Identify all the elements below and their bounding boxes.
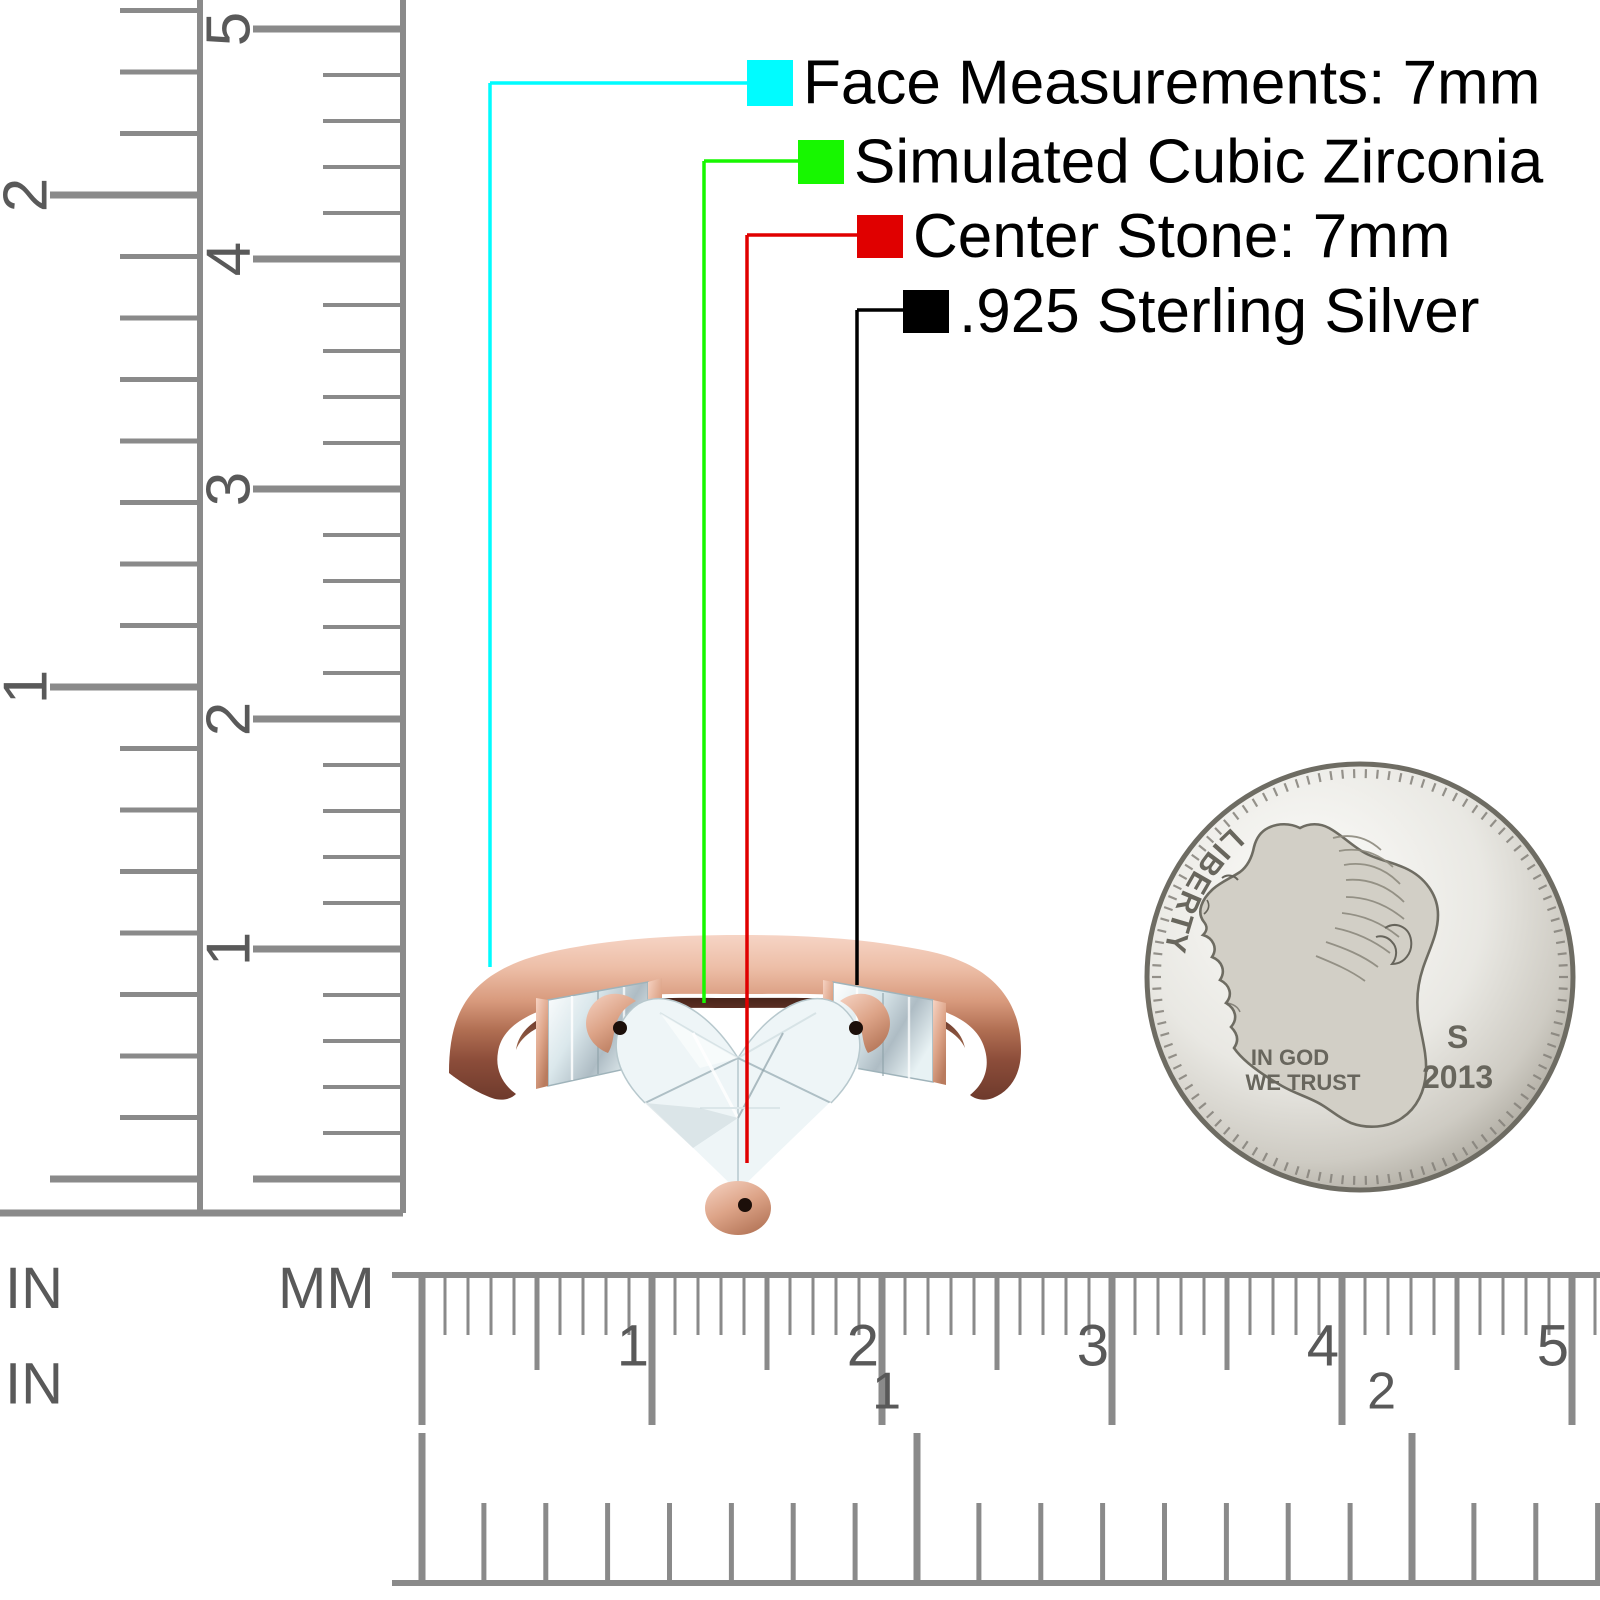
svg-text:WE TRUST: WE TRUST — [1246, 1070, 1361, 1095]
svg-text:IN GOD: IN GOD — [1251, 1045, 1329, 1070]
svg-text:1: 1 — [0, 670, 60, 704]
svg-text:Center Stone: 7mm: Center Stone: 7mm — [913, 202, 1451, 271]
svg-text:3: 3 — [1077, 1313, 1109, 1378]
svg-text:2: 2 — [194, 702, 263, 736]
svg-text:.925 Sterling Silver: .925 Sterling Silver — [959, 277, 1479, 346]
svg-text:2: 2 — [0, 178, 60, 212]
svg-text:1: 1 — [872, 1363, 901, 1421]
svg-text:4: 4 — [194, 242, 263, 276]
svg-text:5: 5 — [1537, 1313, 1569, 1378]
svg-text:IN: IN — [5, 1256, 63, 1321]
svg-text:MM: MM — [278, 1256, 375, 1321]
svg-text:IN: IN — [5, 1351, 63, 1416]
svg-text:3: 3 — [194, 472, 263, 506]
svg-text:5: 5 — [194, 12, 263, 46]
svg-text:S: S — [1447, 1019, 1468, 1055]
svg-text:1: 1 — [617, 1313, 649, 1378]
svg-text:Simulated Cubic Zirconia: Simulated Cubic Zirconia — [854, 128, 1544, 197]
svg-text:4: 4 — [1307, 1313, 1339, 1378]
svg-text:2: 2 — [1367, 1363, 1396, 1421]
svg-text:Face Measurements: 7mm: Face Measurements: 7mm — [803, 49, 1540, 118]
svg-text:2013: 2013 — [1422, 1059, 1493, 1095]
svg-text:1: 1 — [194, 932, 263, 966]
